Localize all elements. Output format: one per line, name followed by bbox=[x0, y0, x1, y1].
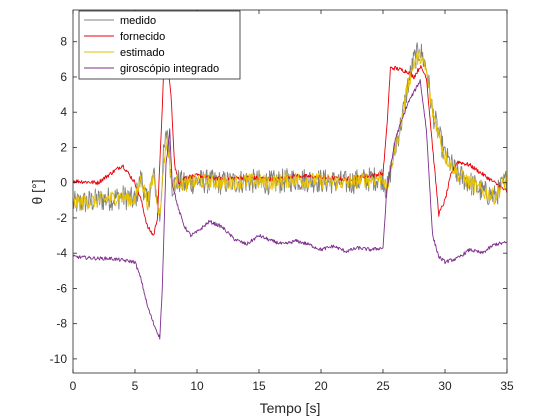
x-tick-label: 15 bbox=[252, 379, 266, 393]
y-tick-label: -4 bbox=[56, 246, 67, 260]
y-tick-label: -2 bbox=[56, 211, 67, 225]
y-axis-label: θ [°] bbox=[29, 179, 45, 204]
x-tick-label: 35 bbox=[500, 379, 514, 393]
y-tick-label: -10 bbox=[50, 352, 68, 366]
x-tick-label: 25 bbox=[376, 379, 390, 393]
legend-label-fornecido: fornecido bbox=[120, 31, 165, 43]
legend-label-estimado: estimado bbox=[120, 47, 165, 59]
x-tick-label: 10 bbox=[190, 379, 204, 393]
x-tick-label: 20 bbox=[314, 379, 328, 393]
y-tick-label: 0 bbox=[60, 176, 67, 190]
y-tick-label: 8 bbox=[60, 35, 67, 49]
series-line-fornecido bbox=[72, 61, 508, 236]
y-tick-label: 6 bbox=[60, 70, 67, 84]
legend-label-medido: medido bbox=[120, 15, 156, 27]
y-tick-label: 2 bbox=[60, 140, 67, 154]
legend: medido fornecido estimado giroscópio integr… bbox=[78, 10, 241, 80]
series-layer bbox=[72, 42, 508, 340]
plot-frame bbox=[72, 9, 508, 374]
y-tick-label: -6 bbox=[56, 281, 67, 295]
x-tick-label: 0 bbox=[70, 379, 77, 393]
legend-label-giroscopio-integrado: giroscópio integrado bbox=[120, 63, 219, 75]
x-tick-label: 5 bbox=[132, 379, 139, 393]
legend-items: medido fornecido estimado giroscópio integr… bbox=[84, 15, 219, 75]
x-tick-label: 30 bbox=[438, 379, 452, 393]
x-axis-label: Tempo [s] bbox=[260, 400, 321, 416]
series-line-estimado bbox=[72, 48, 508, 216]
y-tick-label: 4 bbox=[60, 105, 67, 119]
y-tick-label: -8 bbox=[56, 317, 67, 331]
axis-ticks: 0 5 10 15 20 25 30 35 -10 -8 -6 -4 -2 0 2 4 6 8 bbox=[50, 10, 514, 393]
series-line-giroscopio-integrado bbox=[72, 79, 508, 340]
